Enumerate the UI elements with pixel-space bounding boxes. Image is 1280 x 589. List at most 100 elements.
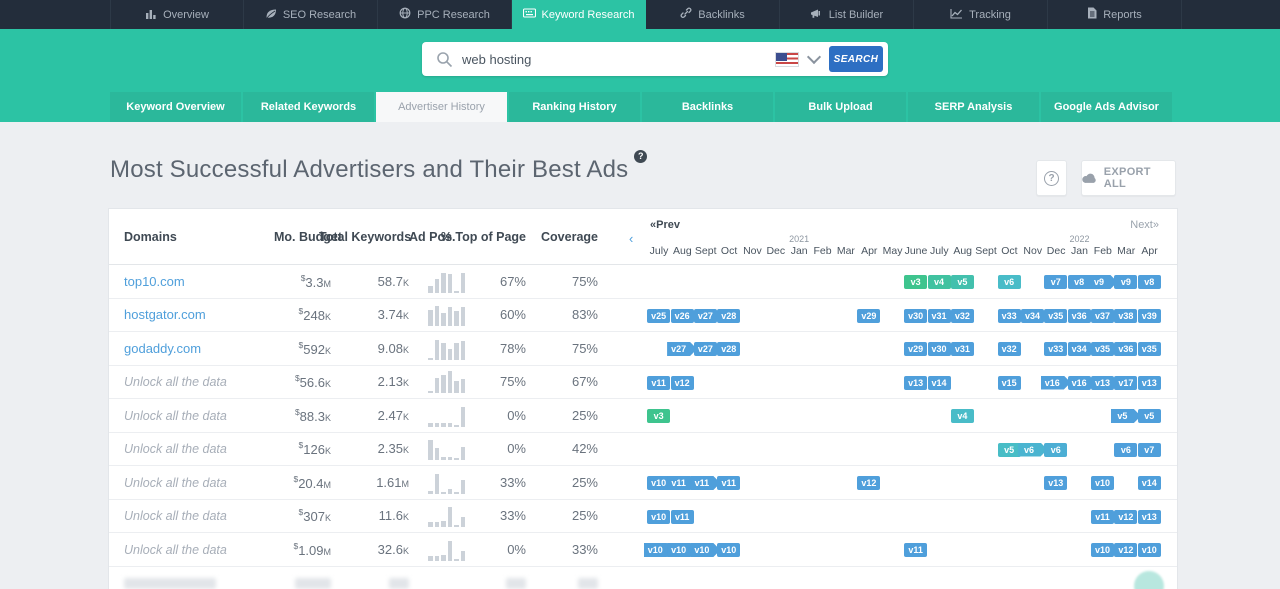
ad-version-badge[interactable]: v12 [1114,543,1138,557]
ad-version-badge[interactable]: v38 [1114,308,1138,323]
ad-version-badge[interactable]: v10 [643,543,674,557]
ad-version-badge[interactable]: v5 [1110,409,1141,423]
ad-version-badge[interactable]: v17 [1114,375,1138,390]
ad-version-badge[interactable]: v11 [904,543,928,557]
ad-version-badge[interactable]: v25 [647,308,671,323]
ad-version-badge[interactable]: v13 [1091,375,1114,390]
ad-version-badge[interactable]: v33 [1044,342,1068,356]
ad-version-badge[interactable]: v4 [927,275,951,289]
unlock-data-link[interactable]: Unlock all the data [124,375,227,390]
ad-version-badge[interactable]: v5 [997,442,1021,457]
ad-version-badge[interactable]: v15 [997,375,1021,390]
ad-version-badge[interactable]: v29 [857,308,881,323]
tab-keyword-overview[interactable]: Keyword Overview [110,92,241,122]
ad-version-badge[interactable]: v5 [950,275,974,289]
ad-version-badge[interactable]: v3 [904,275,928,289]
topnav-item-seo-research[interactable]: SEO Research [244,0,378,29]
ad-version-badge[interactable]: v13 [1137,375,1161,390]
topnav-item-tracking[interactable]: Tracking [914,0,1048,29]
ad-version-badge[interactable]: v6 [1114,442,1138,457]
us-flag-icon[interactable] [775,51,799,67]
title-help-icon[interactable]: ? [634,150,648,163]
ad-version-badge[interactable]: v9 [1114,275,1138,289]
ad-version-badge[interactable]: v31 [950,342,974,356]
ad-version-badge[interactable]: v11 [670,509,694,524]
search-input[interactable] [462,51,775,67]
ad-version-badge[interactable]: v27 [667,342,698,356]
ad-version-badge[interactable]: v11 [667,476,698,490]
ad-version-badge[interactable]: v36 [1114,342,1138,356]
ad-version-badge[interactable]: v16 [1040,375,1071,390]
ad-version-badge[interactable]: v14 [1137,476,1161,490]
ad-version-badge[interactable]: v11 [647,375,671,390]
topnav-item-ppc-research[interactable]: PPC Research [378,0,512,29]
topnav-item-reports[interactable]: Reports [1048,0,1182,29]
domain-link[interactable]: hostgator.com [124,307,206,323]
ad-version-badge[interactable]: v10 [690,543,721,557]
ad-version-badge[interactable]: v9 [1087,275,1118,289]
ad-version-badge[interactable]: v6 [1017,442,1048,457]
ad-version-badge[interactable]: v35 [1044,308,1068,323]
ad-version-badge[interactable]: v27 [693,342,717,356]
topnav-item-keyword-research[interactable]: Keyword Research [512,0,646,29]
unlock-data-link[interactable]: Unlock all the data [124,475,227,490]
collapse-timeline-icon[interactable]: ‹ [629,231,634,246]
ad-version-badge[interactable]: v4 [950,409,974,423]
tab-serp-analysis[interactable]: SERP Analysis [908,92,1039,122]
chat-widget-button[interactable] [1134,570,1164,589]
ad-version-badge[interactable]: v27 [693,308,717,323]
ad-version-badge[interactable]: v8 [1137,275,1161,289]
ad-version-badge[interactable]: v12 [1114,509,1138,524]
tab-related-keywords[interactable]: Related Keywords [243,92,374,122]
ad-version-badge[interactable]: v28 [717,308,741,323]
ad-version-badge[interactable]: v13 [1137,509,1161,524]
tab-advertiser-history[interactable]: Advertiser History [376,92,507,122]
ad-version-badge[interactable]: v10 [1091,476,1114,490]
unlock-data-link[interactable]: Unlock all the data [124,542,227,557]
ad-version-badge[interactable]: v8 [1067,275,1091,289]
chevron-down-icon[interactable] [806,49,822,65]
topnav-item-overview[interactable]: Overview [110,0,244,29]
ad-version-badge[interactable]: v30 [927,342,951,356]
ad-version-badge[interactable]: v12 [670,375,694,390]
ad-version-badge[interactable]: v6 [997,275,1021,289]
ad-version-badge[interactable]: v10 [647,476,671,490]
ad-version-badge[interactable]: v11 [1091,509,1114,524]
ad-version-badge[interactable]: v10 [647,509,671,524]
topnav-item-list-builder[interactable]: List Builder [780,0,914,29]
ad-version-badge[interactable]: v32 [950,308,974,323]
timeline-prev-button[interactable]: «Prev [650,219,680,231]
ad-version-badge[interactable]: v32 [997,342,1021,356]
domain-link[interactable]: top10.com [124,273,185,289]
ad-version-badge[interactable]: v10 [1137,543,1161,557]
tab-backlinks[interactable]: Backlinks [642,92,773,122]
domain-link[interactable]: godaddy.com [124,340,202,356]
unlock-data-link[interactable]: Unlock all the data [124,408,227,423]
ad-version-badge[interactable]: v35 [1091,342,1114,356]
topnav-item-backlinks[interactable]: Backlinks [646,0,780,29]
tab-google-ads-advisor[interactable]: Google Ads Advisor [1041,92,1172,122]
ad-version-badge[interactable]: v7 [1137,442,1161,457]
ad-version-badge[interactable]: v16 [1067,375,1091,390]
unlock-data-link[interactable]: Unlock all the data [124,442,227,457]
timeline-next-button[interactable]: Next» [1130,219,1159,231]
ad-version-badge[interactable]: v11 [690,476,721,490]
ad-version-badge[interactable]: v28 [717,342,741,356]
ad-version-badge[interactable]: v13 [1044,476,1068,490]
ad-version-badge[interactable]: v26 [670,308,694,323]
ad-version-badge[interactable]: v12 [857,476,881,490]
ad-version-badge[interactable]: v34 [1021,308,1044,323]
ad-version-badge[interactable]: v31 [927,308,951,323]
ad-version-badge[interactable]: v7 [1044,275,1068,289]
ad-version-badge[interactable]: v30 [904,308,928,323]
ad-version-badge[interactable]: v29 [904,342,928,356]
ad-version-badge[interactable]: v10 [667,543,698,557]
ad-version-badge[interactable]: v11 [717,476,741,490]
ad-version-badge[interactable]: v6 [1044,442,1068,457]
ad-version-badge[interactable]: v36 [1067,308,1091,323]
search-button[interactable]: SEARCH [829,46,883,72]
export-all-button[interactable]: EXPORT ALL [1081,160,1176,196]
ad-version-badge[interactable]: v37 [1091,308,1114,323]
tab-bulk-upload[interactable]: Bulk Upload [775,92,906,122]
ad-version-badge[interactable]: v5 [1137,409,1161,423]
